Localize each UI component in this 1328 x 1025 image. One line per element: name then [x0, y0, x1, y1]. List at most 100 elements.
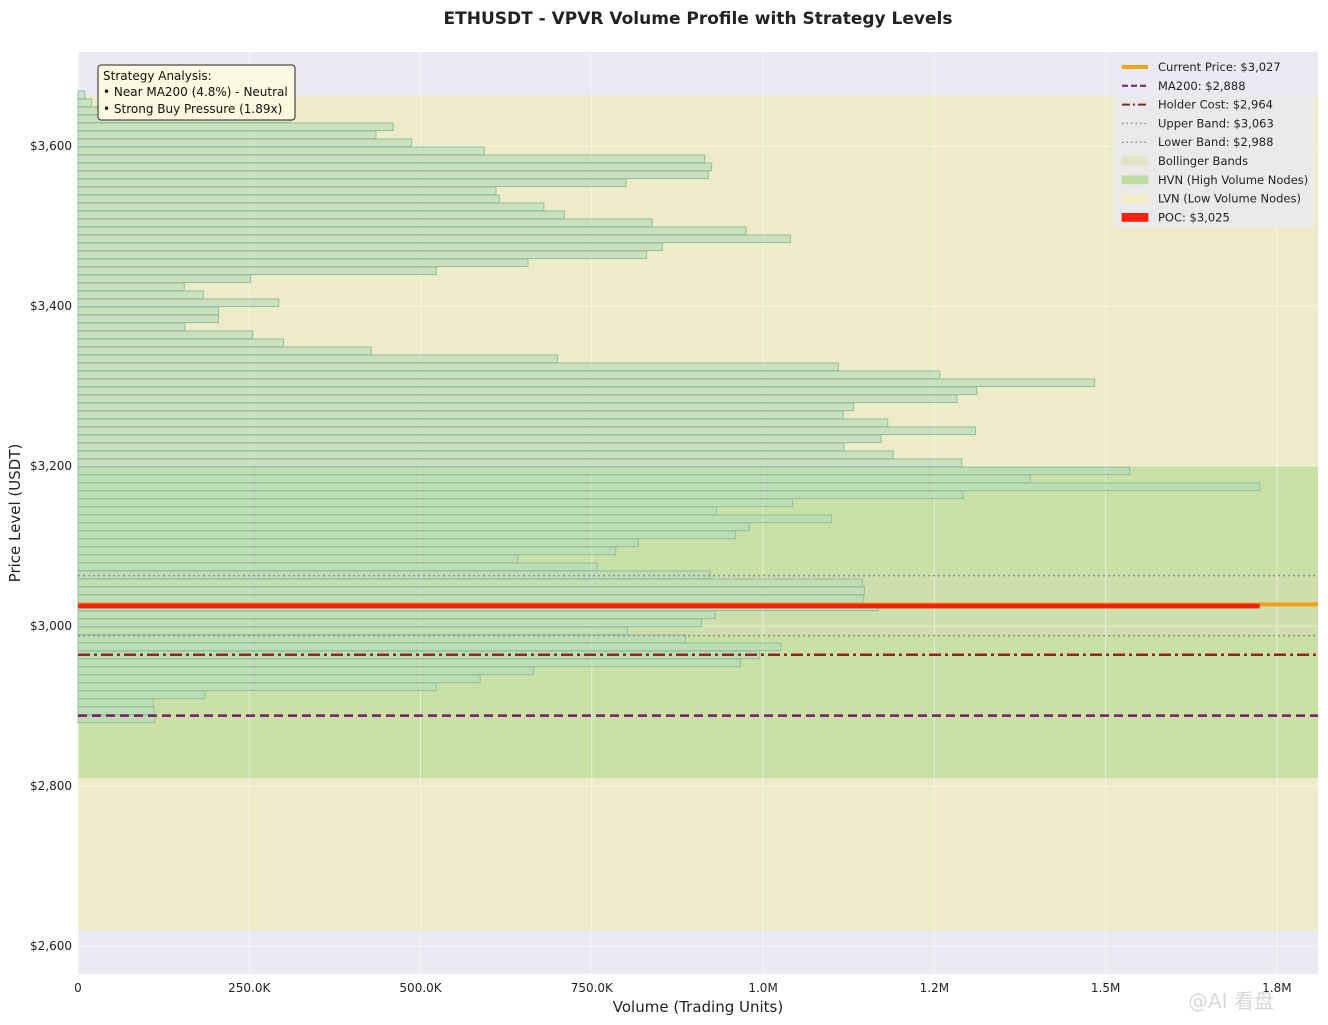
strategy-annotation: Strategy Analysis: • Near MA200 (4.8%) -…: [97, 64, 296, 121]
volume-bar: [77, 610, 716, 620]
volume-bar: [77, 698, 154, 708]
volume-bar: [77, 394, 958, 404]
y-axis-label: Price Level (USDT): [6, 444, 24, 583]
volume-bar: [77, 626, 628, 636]
volume-bar: [77, 178, 627, 188]
x-tick-label: 0: [74, 981, 82, 995]
volume-bar: [77, 546, 617, 556]
legend-label: Lower Band: $2,988: [1158, 135, 1273, 149]
volume-bar: [77, 210, 565, 220]
volume-bar: [77, 290, 204, 300]
volume-bar: [77, 554, 519, 564]
volume-bar: [77, 218, 653, 228]
volume-bar: [77, 506, 717, 516]
volume-bar: [77, 282, 185, 292]
volume-bar: [77, 370, 941, 380]
volume-bar: [77, 418, 889, 428]
legend: Current Price: $3,027 MA200: $2,888 Holder…: [1114, 56, 1314, 228]
legend-box: [1114, 56, 1314, 228]
annotation-line-1: • Near MA200 (4.8%) - Neutral: [103, 85, 288, 99]
chart-title: ETHUSDT - VPVR Volume Profile with Strat…: [444, 9, 953, 29]
y-tick-label: $3,200: [30, 459, 72, 473]
volume-bar: [77, 530, 737, 540]
x-axis-label: Volume (Trading Units): [613, 998, 783, 1016]
volume-bar: [77, 226, 747, 236]
x-tick-label: 1.8M: [1262, 981, 1291, 995]
legend-label: POC: $3,025: [1158, 210, 1230, 224]
legend-label: Holder Cost: $2,964: [1158, 98, 1273, 112]
volume-bar: [77, 578, 863, 588]
axis-ticks: 0 250.0K 500.0K 750.0K 1.0M 1.2M 1.5M 1.8M $2,60…: [30, 139, 1292, 995]
volume-bar: [77, 354, 559, 364]
y-tick-label: $3,600: [30, 139, 72, 153]
legend-label: Upper Band: $3,063: [1158, 116, 1274, 130]
volume-bar: [77, 162, 713, 172]
volume-bar: [77, 682, 437, 692]
y-tick-label: $2,800: [30, 779, 72, 793]
volume-bar: [77, 498, 794, 508]
volume-bar: [77, 658, 741, 668]
volume-bar: [77, 338, 285, 348]
volume-bar: [77, 714, 156, 724]
legend-swatch: [1121, 194, 1149, 204]
x-tick-label: 1.0M: [748, 981, 777, 995]
volume-bar: [77, 274, 252, 284]
volume-bar: [77, 194, 500, 204]
volume-bar: [77, 234, 791, 244]
volume-bar: [77, 330, 254, 340]
volume-bar: [77, 386, 978, 396]
volume-bar: [77, 402, 855, 412]
volume-bar: [77, 154, 706, 164]
x-tick-label: 1.2M: [920, 981, 949, 995]
volume-bar: [77, 186, 497, 196]
volume-bar: [77, 666, 535, 676]
y-tick-label: $3,400: [30, 299, 72, 313]
volume-bar: [77, 522, 750, 532]
volume-bar: [77, 346, 372, 356]
y-tick-label: $3,000: [30, 619, 72, 633]
annotation-title: Strategy Analysis:: [103, 69, 212, 83]
volume-bar: [77, 466, 1131, 476]
volume-bar: [77, 570, 711, 580]
legend-label: MA200: $2,888: [1158, 79, 1246, 93]
x-tick-label: 250.0K: [228, 981, 271, 995]
volume-bar: [77, 378, 1096, 388]
volume-bar: [77, 250, 648, 260]
volume-bar: [77, 258, 529, 268]
volume-bar: [77, 122, 394, 132]
legend-label: Bollinger Bands: [1158, 154, 1248, 168]
annotation-line-2: • Strong Buy Pressure (1.89x): [103, 102, 282, 116]
volume-bar: [77, 426, 976, 436]
strategy-lines: [78, 574, 1318, 717]
x-tick-label: 750.0K: [571, 981, 614, 995]
x-tick-label: 500.0K: [399, 981, 442, 995]
volume-bar: [77, 362, 839, 372]
volume-bar: [77, 442, 845, 452]
legend-label: HVN (High Volume Nodes): [1158, 173, 1308, 187]
volume-bar: [77, 170, 709, 180]
volume-bar: [77, 538, 639, 548]
volume-bar: [77, 202, 545, 212]
volume-bars: [77, 90, 1261, 724]
volume-bar: [77, 90, 86, 100]
legend-label: Current Price: $3,027: [1158, 60, 1281, 74]
volume-bar: [77, 434, 882, 444]
watermark: @AI 看盘: [1188, 989, 1274, 1013]
volume-bar: [77, 298, 280, 308]
legend-swatch: [1121, 156, 1149, 166]
volume-bar: [77, 314, 219, 324]
volume-bar: [77, 586, 865, 596]
volume-bar: [77, 674, 481, 684]
volume-bar: [77, 306, 219, 316]
volume-bar: [77, 242, 663, 252]
volume-bar: [77, 594, 865, 604]
legend-label: LVN (Low Volume Nodes): [1158, 192, 1301, 206]
volume-bar: [77, 130, 377, 140]
volume-bar: [77, 562, 598, 572]
volume-bar: [77, 146, 485, 156]
volume-bar: [77, 98, 93, 108]
y-tick-label: $2,600: [30, 939, 72, 953]
volume-bar: [77, 458, 963, 468]
volume-bar: [77, 490, 964, 500]
